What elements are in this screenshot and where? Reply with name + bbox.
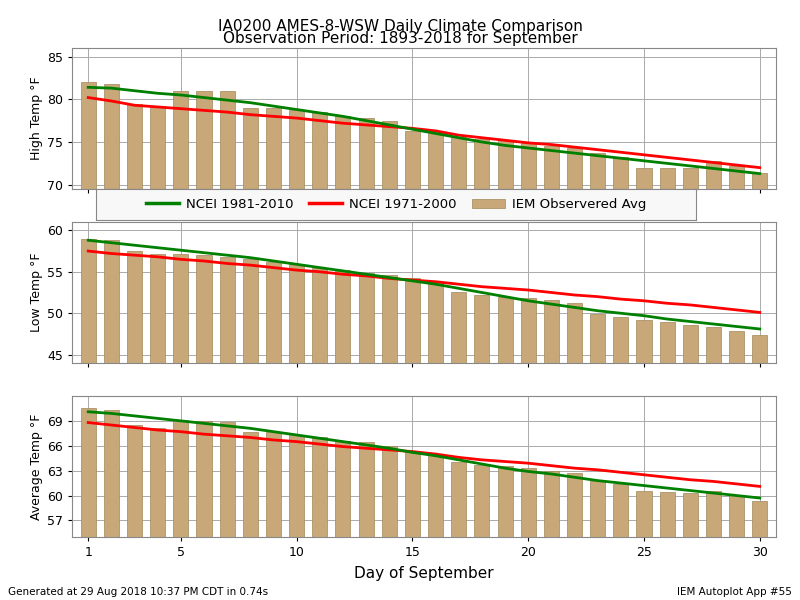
Bar bbox=[590, 314, 606, 363]
Bar bbox=[335, 441, 350, 537]
Bar bbox=[220, 422, 234, 537]
Bar bbox=[544, 470, 559, 537]
Bar bbox=[358, 118, 374, 189]
Bar bbox=[127, 425, 142, 537]
Bar bbox=[382, 275, 397, 363]
Bar bbox=[81, 82, 96, 189]
Bar bbox=[150, 106, 166, 189]
Legend: NCEI 1981-2010, NCEI 1971-2000, IEM Observered Avg: NCEI 1981-2010, NCEI 1971-2000, IEM Obse… bbox=[141, 193, 651, 217]
Bar bbox=[521, 468, 536, 537]
Bar bbox=[81, 239, 96, 363]
Y-axis label: Average Temp °F: Average Temp °F bbox=[30, 413, 43, 520]
Bar bbox=[752, 500, 767, 537]
Bar bbox=[428, 454, 443, 537]
Bar bbox=[150, 428, 166, 537]
Bar bbox=[637, 320, 651, 363]
Bar bbox=[358, 442, 374, 537]
X-axis label: Day of September: Day of September bbox=[354, 566, 494, 581]
Bar bbox=[127, 251, 142, 363]
Bar bbox=[706, 491, 721, 537]
Bar bbox=[266, 262, 281, 363]
Bar bbox=[104, 240, 119, 363]
Bar bbox=[242, 259, 258, 363]
Bar bbox=[752, 173, 767, 189]
Bar bbox=[474, 139, 490, 189]
Text: Observation Period: 1893-2018 for September: Observation Period: 1893-2018 for Septem… bbox=[222, 31, 578, 46]
Bar bbox=[614, 317, 628, 363]
Bar bbox=[335, 116, 350, 189]
Bar bbox=[660, 322, 674, 363]
Bar bbox=[614, 157, 628, 189]
Bar bbox=[312, 437, 327, 537]
Text: IA0200 AMES-8-WSW Daily Climate Comparison: IA0200 AMES-8-WSW Daily Climate Comparis… bbox=[218, 19, 582, 34]
Bar bbox=[637, 491, 651, 537]
Bar bbox=[242, 431, 258, 537]
Bar bbox=[220, 257, 234, 363]
Bar bbox=[451, 463, 466, 537]
Bar bbox=[174, 91, 188, 189]
Bar bbox=[521, 298, 536, 363]
Bar bbox=[220, 91, 234, 189]
Bar bbox=[614, 484, 628, 537]
Bar bbox=[660, 169, 674, 189]
Bar bbox=[706, 161, 721, 189]
Bar bbox=[682, 493, 698, 537]
Bar bbox=[474, 295, 490, 363]
Bar bbox=[382, 446, 397, 537]
Bar bbox=[544, 300, 559, 363]
Bar bbox=[590, 153, 606, 189]
Bar bbox=[312, 112, 327, 189]
Bar bbox=[335, 270, 350, 363]
Bar bbox=[428, 131, 443, 189]
Bar bbox=[567, 303, 582, 363]
Bar bbox=[289, 435, 304, 537]
Bar bbox=[590, 481, 606, 537]
Bar bbox=[498, 296, 513, 363]
Bar bbox=[521, 143, 536, 189]
Bar bbox=[451, 137, 466, 189]
Bar bbox=[660, 492, 674, 537]
Bar bbox=[197, 255, 211, 363]
Bar bbox=[498, 140, 513, 189]
Bar bbox=[197, 91, 211, 189]
Bar bbox=[729, 331, 744, 363]
Bar bbox=[81, 409, 96, 537]
Bar bbox=[474, 465, 490, 537]
Bar bbox=[682, 167, 698, 189]
Bar bbox=[544, 146, 559, 189]
Bar bbox=[104, 410, 119, 537]
Bar bbox=[405, 278, 420, 363]
Bar bbox=[729, 166, 744, 189]
Bar bbox=[312, 268, 327, 363]
Bar bbox=[405, 131, 420, 189]
Bar bbox=[127, 104, 142, 189]
Bar bbox=[637, 167, 651, 189]
Bar bbox=[174, 254, 188, 363]
Bar bbox=[451, 292, 466, 363]
Bar bbox=[382, 121, 397, 189]
Bar bbox=[150, 254, 166, 363]
Text: IEM Autoplot App #55: IEM Autoplot App #55 bbox=[677, 587, 792, 597]
Bar bbox=[289, 110, 304, 189]
Bar bbox=[266, 433, 281, 537]
Bar bbox=[405, 452, 420, 537]
Bar bbox=[266, 108, 281, 189]
Y-axis label: High Temp °F: High Temp °F bbox=[30, 77, 43, 160]
Bar bbox=[752, 335, 767, 363]
Bar bbox=[567, 473, 582, 537]
Text: Generated at 29 Aug 2018 10:37 PM CDT in 0.74s: Generated at 29 Aug 2018 10:37 PM CDT in… bbox=[8, 587, 268, 597]
Bar bbox=[428, 282, 443, 363]
Bar bbox=[682, 325, 698, 363]
Bar bbox=[197, 421, 211, 537]
Bar bbox=[358, 272, 374, 363]
Bar bbox=[242, 108, 258, 189]
Bar bbox=[174, 420, 188, 537]
Bar bbox=[104, 84, 119, 189]
Y-axis label: Low Temp °F: Low Temp °F bbox=[30, 253, 43, 332]
Bar bbox=[706, 328, 721, 363]
Bar bbox=[567, 148, 582, 189]
Bar bbox=[729, 494, 744, 537]
Bar bbox=[289, 264, 304, 363]
Bar bbox=[498, 466, 513, 537]
